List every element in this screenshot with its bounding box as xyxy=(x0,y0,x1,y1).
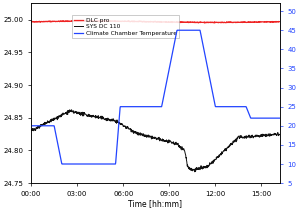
DLC pro xyxy=(83,19,87,22)
SYS DC 110 xyxy=(193,170,196,173)
Climate Chamber Temperature xyxy=(176,29,180,32)
Climate Chamber Temperature xyxy=(176,29,179,32)
SYS DC 110 xyxy=(68,109,72,111)
Climate Chamber Temperature xyxy=(29,124,33,127)
Climate Chamber Temperature xyxy=(60,163,64,165)
DLC pro xyxy=(176,21,180,24)
X-axis label: Time [hh:mm]: Time [hh:mm] xyxy=(128,199,182,209)
SYS DC 110 xyxy=(76,111,79,114)
Climate Chamber Temperature xyxy=(270,117,274,119)
DLC pro xyxy=(278,20,282,23)
DLC pro xyxy=(29,20,33,23)
DLC pro xyxy=(41,20,45,23)
DLC pro xyxy=(266,20,270,23)
SYS DC 110 xyxy=(278,133,282,136)
SYS DC 110 xyxy=(41,123,45,125)
DLC pro xyxy=(133,20,136,22)
Legend: DLC pro, SYS DC 110, Climate Chamber Temperature: DLC pro, SYS DC 110, Climate Chamber Tem… xyxy=(72,15,179,38)
SYS DC 110 xyxy=(176,142,180,145)
Climate Chamber Temperature xyxy=(278,117,282,119)
Line: SYS DC 110: SYS DC 110 xyxy=(31,110,280,172)
DLC pro xyxy=(270,20,274,23)
Climate Chamber Temperature xyxy=(266,117,270,119)
SYS DC 110 xyxy=(133,130,136,133)
SYS DC 110 xyxy=(29,129,33,132)
Climate Chamber Temperature xyxy=(133,105,136,108)
SYS DC 110 xyxy=(270,134,274,136)
Climate Chamber Temperature xyxy=(41,124,45,127)
DLC pro xyxy=(202,22,206,24)
Line: DLC pro: DLC pro xyxy=(31,20,280,23)
SYS DC 110 xyxy=(266,133,270,136)
DLC pro xyxy=(76,20,79,22)
Line: Climate Chamber Temperature: Climate Chamber Temperature xyxy=(31,30,280,164)
Climate Chamber Temperature xyxy=(76,163,79,165)
